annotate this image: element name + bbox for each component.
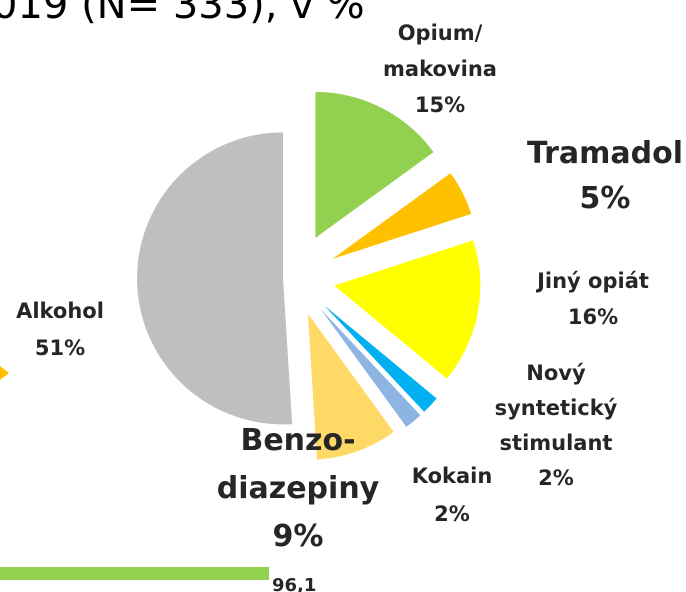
slice-label: Tramadol (527, 136, 683, 171)
value-label: 5% (580, 181, 631, 216)
bar (0, 567, 270, 580)
label-line: diazepiny (217, 471, 380, 506)
label-line: Kokain (412, 464, 493, 488)
value-label: 9% (273, 519, 324, 554)
value-label: 51% (35, 336, 85, 360)
pie-slice (137, 132, 293, 425)
label-line: makovina (383, 57, 497, 81)
label-line: syntetický (495, 396, 618, 420)
slice-label: Nový syntetický stimulant (495, 361, 618, 455)
slice-label: Opium/makovina (383, 21, 497, 81)
label-line: Jiný opiát (535, 269, 649, 293)
label-line: stimulant (500, 431, 613, 455)
slice-label: Kokain (412, 464, 493, 488)
legend-fragment (0, 366, 9, 380)
value-label: 16% (568, 305, 618, 329)
label-line: Nový (526, 361, 586, 385)
value-label: 15% (415, 93, 465, 117)
pie-slice (315, 91, 434, 238)
label-line: Tramadol (527, 136, 683, 171)
value-label: 2% (434, 502, 470, 526)
label-line: Opium/ (398, 21, 483, 45)
slice-label: Alkohol (16, 299, 104, 323)
value-label: 2% (538, 466, 574, 490)
slice-label: Benzo-diazepiny (217, 423, 380, 506)
pie-slice (324, 305, 437, 412)
label-line: Alkohol (16, 299, 104, 323)
label-line: Benzo- (240, 423, 355, 458)
chart-title: 019 (N= 333), v % (0, 0, 365, 28)
pie-slice (332, 173, 472, 259)
slice-label: Jiný opiát (535, 269, 649, 293)
value-label: 96,1 (272, 575, 316, 592)
pie-slice (334, 240, 481, 379)
pie-slice (320, 308, 421, 427)
pie-slice (307, 313, 394, 460)
